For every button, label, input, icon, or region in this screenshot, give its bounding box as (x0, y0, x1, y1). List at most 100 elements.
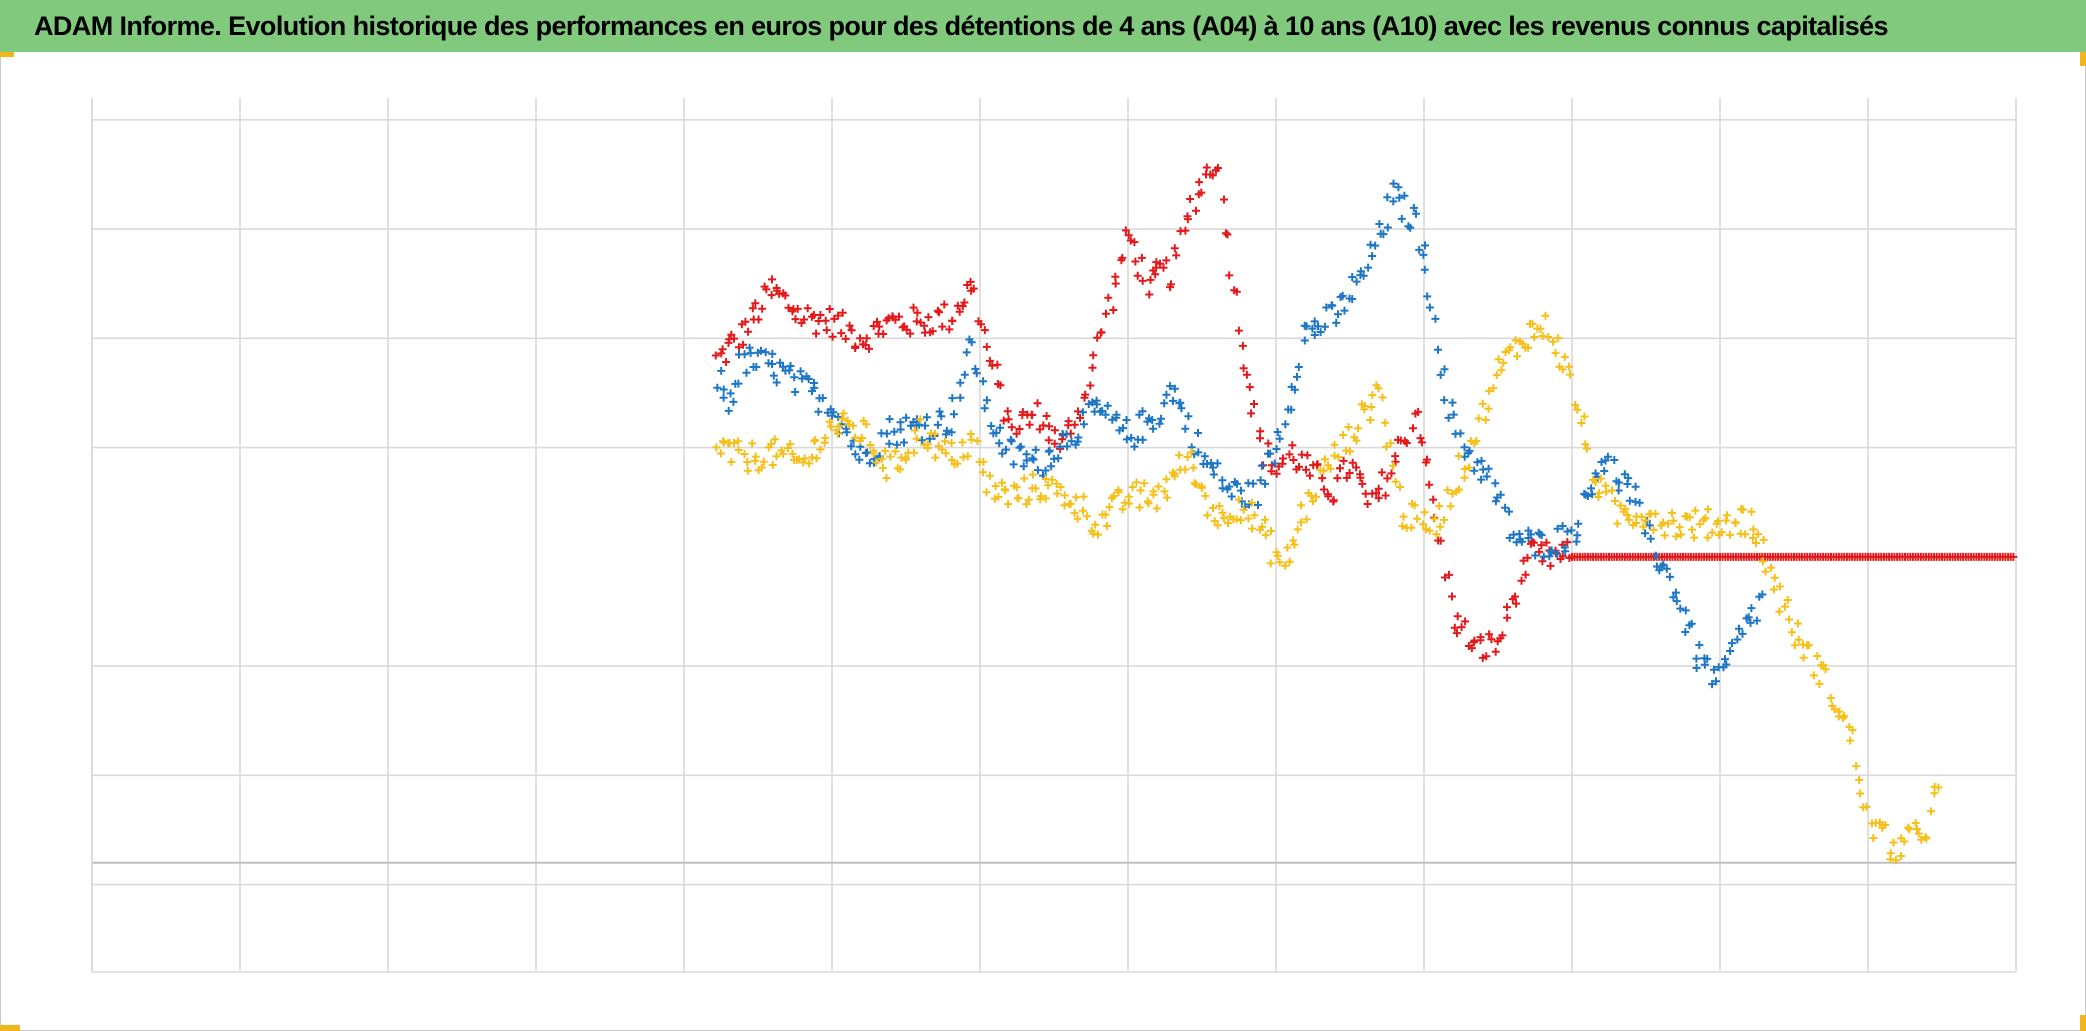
series-3-point (811, 436, 820, 445)
series-1-point (1546, 561, 1555, 570)
series-3-point (1001, 486, 1010, 495)
series-3-point (896, 465, 905, 474)
series-2-point (1281, 420, 1290, 429)
series-3-point (740, 450, 749, 458)
series-1-point (873, 317, 881, 326)
series-2-point (1148, 416, 1157, 424)
series-1-point (1264, 439, 1273, 448)
series-1-point (1537, 541, 1546, 550)
series-3-point (1913, 825, 1921, 834)
series-2-point (1501, 503, 1510, 512)
series-2-point (1103, 401, 1112, 410)
series-2-point (1300, 336, 1309, 345)
series-1-point (1498, 631, 1507, 640)
series-3-point (1639, 522, 1648, 531)
series-2-point (1371, 241, 1380, 250)
series-2-point (1033, 466, 1042, 475)
series-1-point (1145, 290, 1154, 299)
series-3-point (805, 459, 814, 468)
series-2-point (1395, 193, 1404, 202)
series-2-point (1340, 306, 1349, 315)
series-1-point (718, 345, 727, 354)
series-3-point (1472, 437, 1481, 445)
series-2-point (1722, 660, 1731, 669)
series-3-point (1330, 440, 1339, 449)
series-3-point (767, 440, 776, 448)
series-1-point (1485, 630, 1494, 639)
series-2-point (1368, 252, 1377, 260)
series-3-point (1889, 838, 1898, 847)
series-2-point (768, 360, 776, 368)
series-1-point (838, 308, 847, 317)
series-1-point (1245, 383, 1254, 392)
series-3-point (1344, 423, 1353, 432)
series-2-point (1310, 331, 1319, 339)
series-3-point (1320, 455, 1329, 464)
series-2-point (1290, 385, 1299, 394)
series-3-point (1224, 519, 1232, 528)
series-3-point (1198, 483, 1206, 492)
series-3-point (827, 422, 835, 431)
series-3-point (1608, 486, 1616, 495)
series-1-point (1313, 460, 1321, 469)
series-2-point (847, 442, 856, 451)
series-2-point (972, 369, 981, 378)
series-2-point (761, 348, 770, 357)
series-1-point (1402, 439, 1411, 447)
series-1-point (748, 304, 757, 313)
series-3-point (730, 439, 738, 447)
series-2-point (1130, 442, 1139, 451)
series-1-point (1377, 468, 1386, 477)
series-2-point (1227, 492, 1236, 501)
series-3-point (1651, 509, 1660, 518)
series-1-point (822, 326, 831, 335)
series-1-point (1195, 178, 1204, 187)
series-3-point (963, 452, 972, 461)
series-1-point (758, 304, 767, 313)
series-2-point (1460, 443, 1469, 452)
corner-mark-top-right (2080, 52, 2086, 66)
series-2-point (1157, 414, 1166, 423)
series-2-point (921, 421, 929, 430)
series-3-point (1668, 509, 1676, 517)
series-1-point (1295, 462, 1303, 471)
series-2-point (1665, 572, 1674, 581)
series-2-point (900, 438, 908, 447)
series-3-point (1192, 480, 1201, 489)
series-2-point (742, 368, 751, 377)
series-1-point (741, 317, 750, 326)
series-3-point (1769, 585, 1778, 594)
series-3-point (1302, 515, 1311, 524)
series-3-point (1731, 518, 1740, 527)
series-3-point (1492, 371, 1501, 380)
series-2-point (1412, 209, 1420, 218)
series-1-point (1503, 603, 1511, 612)
series-3-point (821, 433, 830, 442)
series-2-point (1302, 322, 1311, 331)
series-1-point (1323, 490, 1332, 499)
series-2-point (786, 362, 795, 370)
series-3-point (1900, 837, 1909, 846)
series-1-point (1511, 592, 1519, 601)
series-3-point (1420, 508, 1429, 517)
series-1-point (1542, 538, 1551, 547)
series-3-point (1290, 540, 1299, 549)
series-1-point (735, 343, 743, 352)
series-3-point (1399, 512, 1408, 521)
series-3-point (770, 435, 779, 444)
series-1-point (1318, 474, 1327, 483)
series-3-point (1391, 477, 1400, 486)
series-1-point (1363, 500, 1372, 508)
series-1-point (935, 308, 944, 317)
series-2-point (1184, 412, 1193, 421)
series-1-point (1417, 438, 1426, 447)
series-1-point (1352, 463, 1361, 472)
series-3-point (1881, 821, 1890, 829)
series-2-point (1531, 551, 1540, 560)
series-2-point (896, 425, 905, 434)
series-2-point (1261, 479, 1270, 488)
series-3-point (1293, 525, 1302, 534)
series-3-point (759, 457, 768, 466)
series-2-point (1406, 223, 1415, 232)
series-1-point (1131, 257, 1140, 266)
